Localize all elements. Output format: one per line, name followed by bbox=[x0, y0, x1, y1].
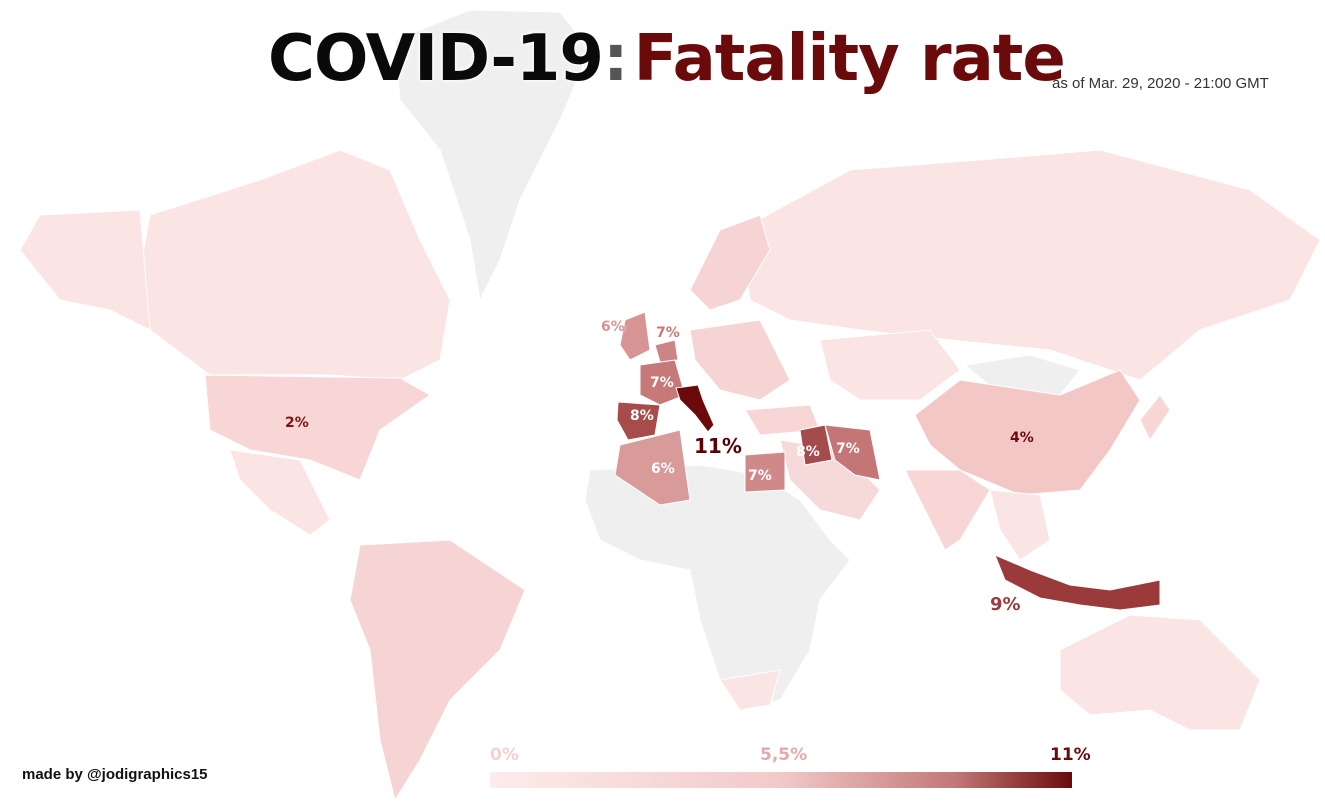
label-iraq: 8% bbox=[796, 444, 820, 460]
mexico-shape bbox=[229, 449, 331, 536]
title-colon: : bbox=[602, 22, 629, 96]
india-shape bbox=[904, 469, 991, 551]
title-covid: COVID-19 bbox=[268, 22, 604, 96]
label-netherlands: 7% bbox=[656, 325, 680, 341]
credit-text: made by @jodigraphics15 bbox=[22, 766, 208, 783]
china-shape bbox=[914, 369, 1141, 496]
iraq-shape bbox=[799, 424, 833, 466]
australia-shape bbox=[1059, 614, 1261, 731]
as-of-timestamp: as of Mar. 29, 2020 - 21:00 GMT bbox=[1052, 75, 1269, 92]
label-egypt: 7% bbox=[748, 468, 772, 484]
legend-mid-label: 5,5% bbox=[760, 745, 808, 765]
label-usa: 2% bbox=[285, 415, 309, 431]
legend-gradient-bar bbox=[490, 772, 1072, 788]
legend-max-label: 11% bbox=[1050, 745, 1091, 765]
label-spain: 8% bbox=[630, 408, 654, 424]
japan-shape bbox=[1139, 394, 1171, 441]
south-america-shape bbox=[349, 539, 526, 802]
europe-east-shape bbox=[689, 319, 791, 401]
label-france: 7% bbox=[650, 375, 674, 391]
spain-shape bbox=[616, 401, 661, 441]
usa-shape bbox=[204, 374, 431, 481]
label-uk: 6% bbox=[601, 319, 625, 335]
label-algeria: 6% bbox=[651, 461, 675, 477]
chart-title: COVID-19: Fatality rate bbox=[268, 22, 1066, 96]
greenland-shape bbox=[394, 9, 591, 302]
se-asia-shape bbox=[989, 489, 1051, 561]
title-fatality-rate: Fatality rate bbox=[633, 22, 1066, 96]
uk-shape bbox=[619, 311, 651, 361]
legend-min-label: 0% bbox=[490, 745, 519, 765]
scandinavia-shape bbox=[689, 214, 771, 311]
label-indonesia: 9% bbox=[990, 594, 1021, 615]
italy-shape bbox=[675, 384, 715, 433]
iran-shape bbox=[824, 424, 881, 481]
kazakhstan-shape bbox=[819, 329, 961, 401]
canada-shape bbox=[139, 149, 451, 381]
label-italy: 11% bbox=[694, 434, 742, 458]
france-shape bbox=[639, 359, 686, 406]
algeria-shape bbox=[614, 429, 691, 506]
egypt-shape bbox=[744, 451, 786, 493]
russia-shape bbox=[739, 149, 1321, 381]
indonesia-shape bbox=[994, 554, 1161, 611]
label-china: 4% bbox=[1010, 430, 1034, 446]
africa-shape bbox=[584, 464, 851, 711]
label-iran: 7% bbox=[836, 441, 860, 457]
southern-africa-shape bbox=[719, 669, 781, 711]
netherlands-shape bbox=[654, 339, 679, 363]
alaska-shape bbox=[19, 209, 151, 331]
